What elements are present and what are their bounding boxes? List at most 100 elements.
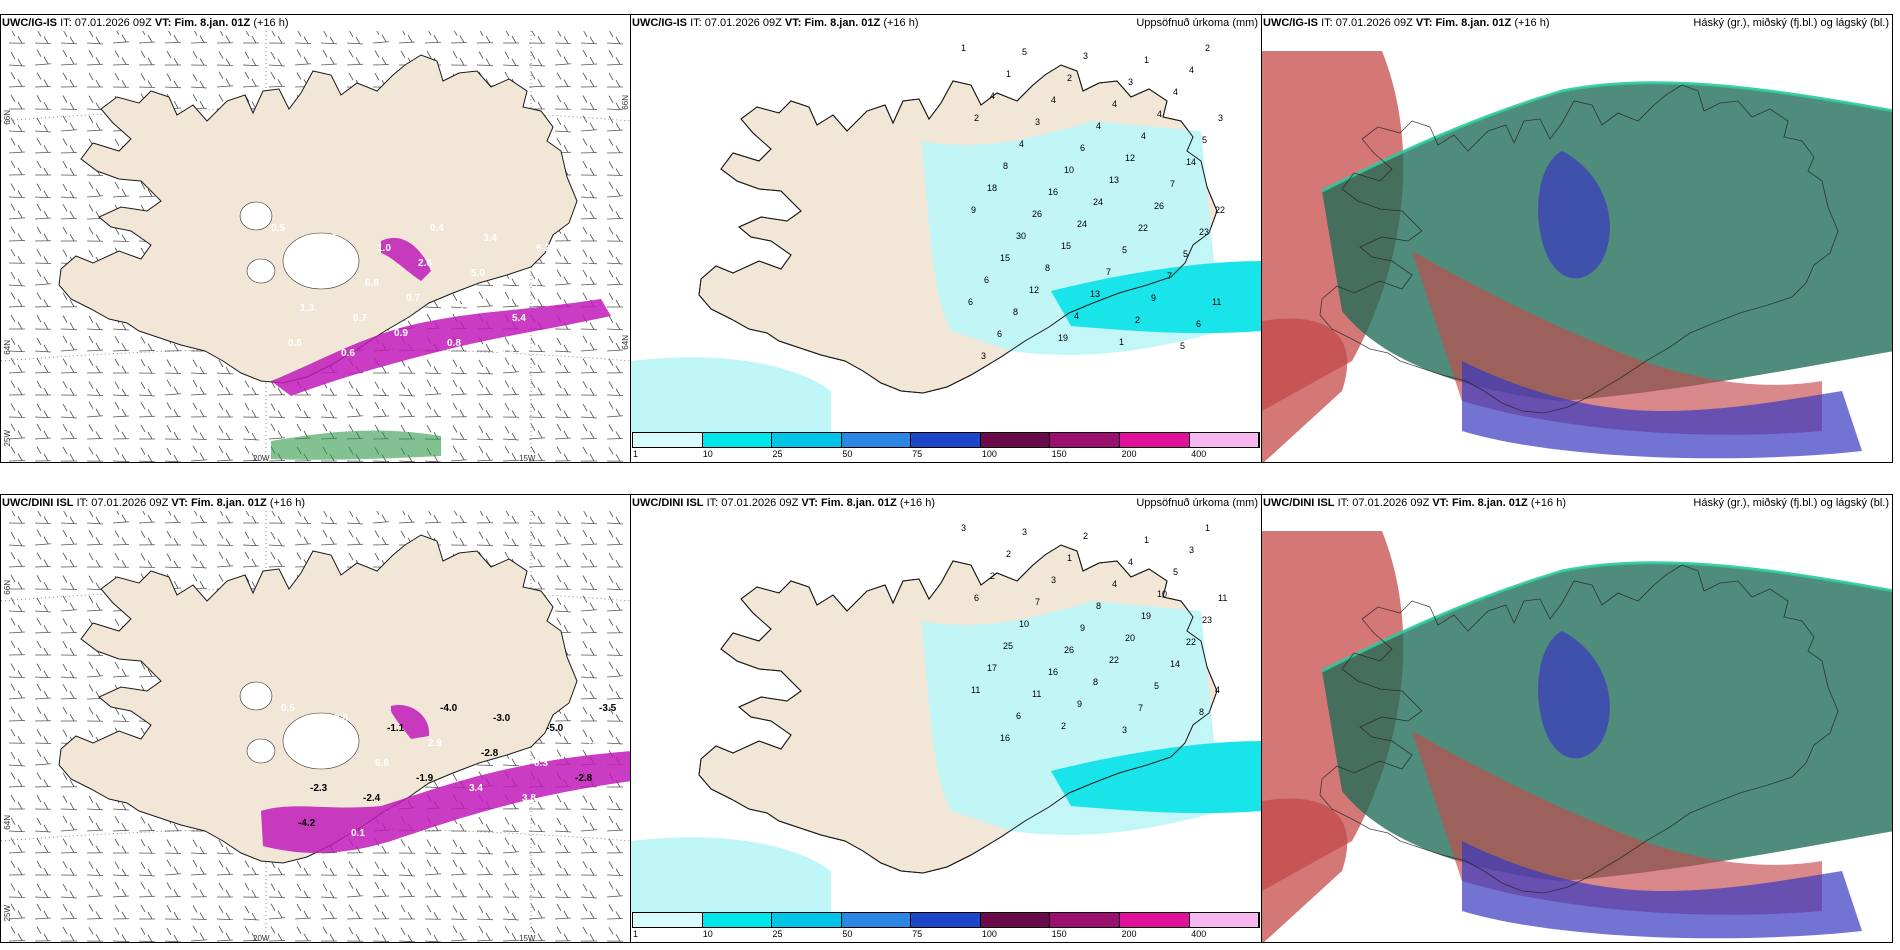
wind-barb: [554, 903, 572, 920]
value-label: 22: [1186, 637, 1196, 647]
value-label: 2: [1006, 549, 1011, 559]
value-label: 2.6: [418, 258, 432, 269]
wind-barb: [8, 249, 26, 264]
value-label: 0.5: [324, 233, 338, 244]
wind-barb: [580, 138, 598, 154]
wind-barb: [580, 204, 598, 220]
wind-barb: [606, 181, 624, 198]
wind-barb: [34, 358, 52, 374]
value-label: 4: [1112, 579, 1117, 589]
wind-barb: [190, 925, 208, 942]
wind-barb: [242, 531, 260, 547]
wind-barb: [216, 31, 234, 44]
wind-barb: [35, 380, 51, 396]
wind-barb: [607, 292, 623, 308]
wind-barb: [346, 881, 364, 898]
wind-barb: [606, 881, 624, 898]
wind-barb: [34, 31, 52, 44]
wind-barb: [138, 816, 156, 832]
value-label: 0.6: [288, 338, 302, 349]
wind-barb: [190, 51, 208, 66]
wind-barb: [294, 903, 312, 920]
wind-barb: [8, 663, 26, 678]
wind-barb: [216, 380, 234, 396]
wind-barb: [217, 402, 233, 418]
colorbar-swatch: [841, 913, 912, 927]
wind-barb: [372, 904, 390, 920]
wind-barb: [528, 552, 546, 568]
wind-barb: [60, 161, 78, 176]
wind-barb: [60, 575, 78, 590]
colorbar-swatch: [911, 913, 981, 927]
wind-barb: [60, 815, 78, 832]
value-label: 2.7: [459, 303, 473, 314]
coastline: [698, 64, 1218, 394]
wind-barb: [34, 683, 52, 700]
colorbar-swatch: [702, 913, 773, 927]
value-label: 0.6: [341, 348, 355, 359]
wind-barb: [528, 837, 546, 854]
wind-barb: [346, 927, 364, 942]
wind-barb: [216, 905, 234, 921]
wind-barb: [502, 446, 520, 462]
wind-barb: [424, 379, 442, 396]
lat-label: 66N: [3, 110, 12, 125]
wind-barb: [242, 551, 260, 568]
wind-barb: [138, 511, 156, 524]
colorbar-swatch: [1050, 913, 1120, 927]
precip-band: [261, 705, 630, 853]
value-label: 0.4: [500, 348, 514, 359]
wind-barb: [606, 138, 624, 154]
value-label: 16: [1048, 187, 1058, 197]
precip-shade: [261, 751, 630, 853]
wind-barb: [528, 883, 546, 898]
wind-barb: [164, 447, 182, 462]
wind-barb: [606, 335, 624, 352]
wind-barb: [242, 860, 260, 876]
value-label: 0.5: [271, 223, 285, 234]
value-label: 26: [1154, 201, 1164, 211]
value-label: -2.8: [481, 748, 499, 759]
wind-barb: [476, 291, 494, 308]
wind-barb: [34, 72, 52, 88]
wind-barb: [581, 446, 597, 462]
wind-barb: [606, 815, 624, 832]
wind-barb: [268, 531, 286, 547]
value-label: 3.4: [469, 783, 483, 794]
value-label: 5: [1202, 135, 1207, 145]
wind-barb: [60, 138, 78, 154]
wind-barb: [450, 293, 468, 309]
colorbar-tick-label: 1: [633, 929, 639, 939]
wind-barb: [164, 31, 182, 44]
wind-barb: [320, 883, 338, 899]
wind-barb: [8, 292, 26, 308]
wind-barb: [164, 425, 182, 440]
wind-barb: [606, 595, 624, 612]
wind-barb: [216, 71, 234, 88]
wind-barb: [528, 292, 546, 308]
value-label: 7: [1167, 271, 1172, 281]
wind-barb: [242, 71, 260, 88]
wind-barb: [9, 314, 25, 330]
value-label: 2: [990, 571, 995, 581]
wind-barb: [450, 839, 468, 855]
value-label: 4.0: [589, 223, 603, 234]
wind-barb: [606, 227, 624, 242]
wind-barb: [476, 359, 494, 375]
wind-barb: [528, 271, 546, 287]
value-label: 10: [1157, 589, 1167, 599]
colorbar-tick-label: 200: [1121, 449, 1137, 459]
value-label: -3.0: [493, 713, 511, 724]
value-label: 8: [1093, 677, 1098, 687]
wind-barb: [34, 883, 52, 899]
value-label: 1: [1006, 69, 1011, 79]
value-label: 3: [1189, 545, 1194, 555]
value-label: 5: [1183, 249, 1188, 259]
panel-header: UWC/DINI ISL IT: 07.01.2026 09Z VT: Fim.…: [1263, 497, 1889, 509]
wind-barb: [8, 751, 26, 767]
value-label: 18: [987, 183, 997, 193]
wind-barb: [60, 618, 78, 634]
wind-barb: [502, 926, 520, 942]
wind-barb: [138, 882, 156, 898]
wind-barb: [502, 380, 520, 396]
